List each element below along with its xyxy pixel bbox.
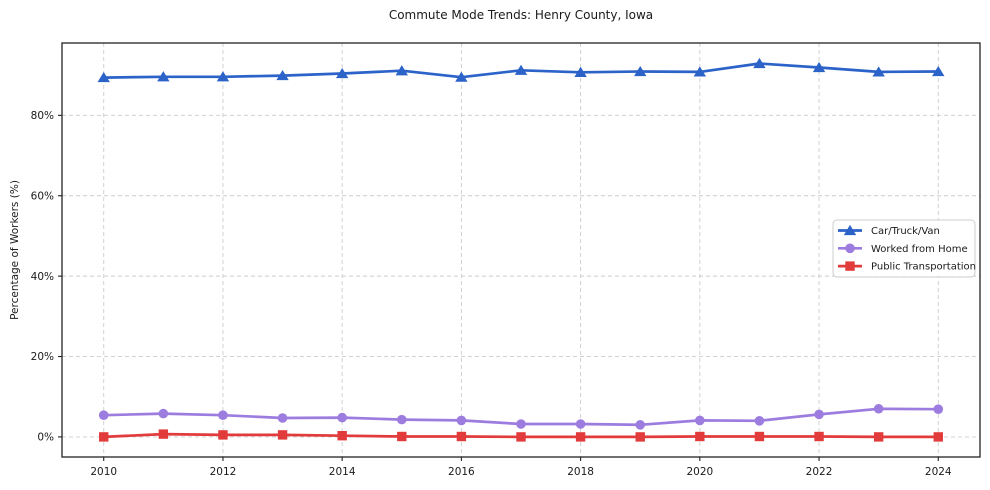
datapoint-public-transportation-square-marker <box>456 431 467 442</box>
datapoint-car-truck-van-triangle-marker <box>335 67 349 79</box>
datapoint-worked-from-home-circle-marker <box>98 410 109 420</box>
datapoint-public-transportation-square-marker <box>814 431 824 442</box>
datapoint-worked-from-home-circle-marker <box>396 414 407 425</box>
y-tick-label: 80% <box>31 110 54 122</box>
datapoint-worked-from-home-circle-marker <box>635 420 646 430</box>
plot-border <box>61 42 981 458</box>
datapoint-worked-from-home-circle-marker <box>337 412 347 423</box>
y-tick-label: 20% <box>31 351 54 363</box>
datapoint-worked-from-home-circle-marker <box>695 415 705 426</box>
datapoint-car-truck-van-triangle-marker <box>276 69 289 81</box>
datapoint-worked-from-home-circle-marker <box>873 403 884 414</box>
datapoint-car-truck-van-triangle-marker <box>216 71 230 82</box>
datapoint-worked-from-home-circle-marker <box>933 404 944 414</box>
datapoint-car-truck-van-triangle-marker <box>574 66 587 77</box>
x-tick-label: 2020 <box>686 466 713 478</box>
datapoint-public-transportation-square-marker <box>158 429 169 439</box>
datapoint-car-truck-van-triangle-marker <box>753 57 766 69</box>
datapoint-worked-from-home-circle-marker <box>456 415 467 426</box>
datapoint-worked-from-home-circle-marker <box>814 409 824 420</box>
x-tick-label: 2010 <box>90 466 117 478</box>
datapoint-public-transportation-square-marker <box>695 431 705 442</box>
datapoint-public-transportation-square-marker <box>99 432 109 442</box>
datapoint-worked-from-home-circle-marker <box>575 419 586 429</box>
datapoint-car-truck-van-triangle-marker <box>455 71 468 82</box>
chart-title: Commute Mode Trends: Henry County, Iowa <box>388 8 654 22</box>
x-tick-label: 2014 <box>329 466 356 478</box>
legend-label-worked-from-home: Worked from Home <box>871 244 968 255</box>
datapoint-worked-from-home-circle-marker <box>158 408 169 419</box>
legend-label-car-truck-van: Car/Truck/Van <box>871 226 940 237</box>
datapoint-car-truck-van-triangle-marker <box>872 66 885 77</box>
datapoint-public-transportation-square-marker <box>933 432 943 442</box>
datapoint-public-transportation-square-marker <box>873 432 884 442</box>
x-tick-label: 2016 <box>448 466 475 478</box>
x-tick-label: 2024 <box>925 466 952 478</box>
datapoint-public-transportation-square-marker <box>754 431 765 442</box>
datapoint-public-transportation-square-marker <box>635 432 645 442</box>
datapoint-car-truck-van-triangle-marker <box>157 71 170 82</box>
datapoint-car-truck-van-triangle-marker <box>514 64 528 75</box>
datapoint-worked-from-home-circle-marker <box>218 410 228 420</box>
legend-box <box>832 219 976 278</box>
datapoint-car-truck-van-triangle-marker <box>932 65 945 77</box>
y-tick-label: 60% <box>31 190 54 202</box>
x-tick-label: 2012 <box>210 466 237 478</box>
legend-triangle-marker <box>843 224 857 236</box>
x-tick-label: 2022 <box>806 466 833 478</box>
datapoint-car-truck-van-triangle-marker <box>395 65 408 76</box>
datapoint-worked-from-home-circle-marker <box>516 419 526 429</box>
datapoint-public-transportation-square-marker <box>516 432 526 442</box>
datapoint-car-truck-van-triangle-marker <box>97 71 110 83</box>
y-tick-label: 0% <box>37 432 54 444</box>
datapoint-car-truck-van-triangle-marker <box>693 66 707 77</box>
legend-circle-marker <box>845 243 855 254</box>
y-tick-label: 40% <box>31 271 54 283</box>
datapoint-car-truck-van-triangle-marker <box>812 61 826 73</box>
x-tick-label: 2018 <box>567 466 594 478</box>
legend-label-public-transportation: Public Transportation <box>871 262 976 273</box>
datapoint-public-transportation-square-marker <box>397 431 407 442</box>
datapoint-car-truck-van-triangle-marker <box>634 65 647 77</box>
datapoint-worked-from-home-circle-marker <box>277 413 288 423</box>
legend-square-marker <box>845 261 855 271</box>
datapoint-public-transportation-square-marker <box>337 430 347 441</box>
datapoint-public-transportation-square-marker <box>218 430 228 440</box>
datapoint-worked-from-home-circle-marker <box>754 416 765 426</box>
datapoint-public-transportation-square-marker <box>575 432 586 442</box>
datapoint-public-transportation-square-marker <box>277 430 288 440</box>
